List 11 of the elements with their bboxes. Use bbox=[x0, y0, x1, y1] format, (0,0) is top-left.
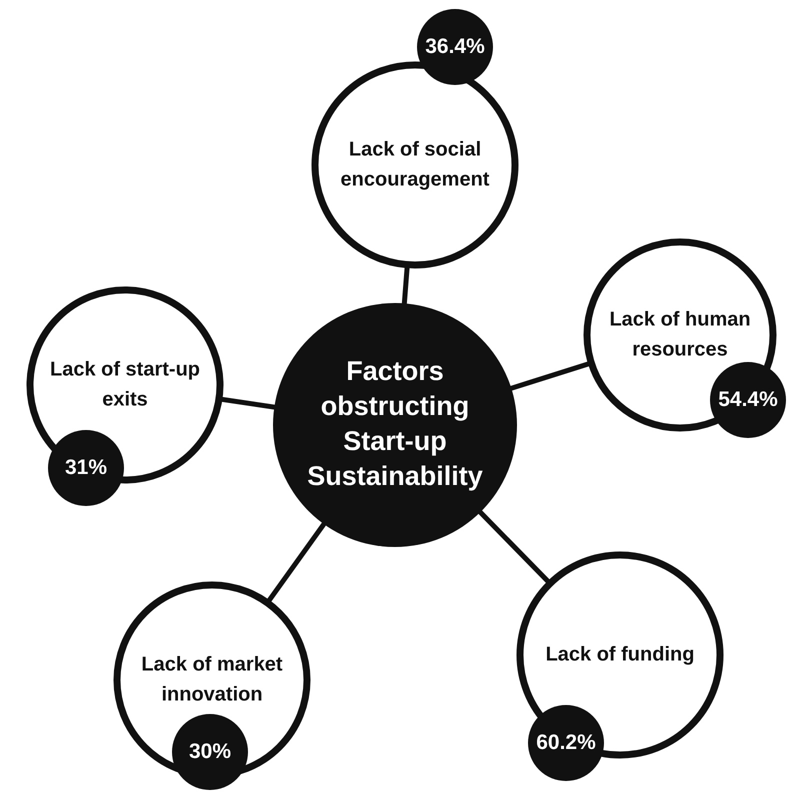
category-label: Lack of human resources bbox=[609, 308, 751, 361]
data-label: 31% bbox=[64, 456, 108, 479]
category-label: Lack of funding bbox=[546, 644, 694, 666]
category-label: Lack of market innovation bbox=[141, 654, 283, 706]
data-label: 30% bbox=[188, 740, 232, 763]
data-label: 60.2% bbox=[536, 730, 596, 754]
category-label: Lack of start-up exits bbox=[50, 358, 200, 411]
data-label: 36.4% bbox=[425, 34, 486, 58]
text: Factors obstructing Start-up Sustainability bbox=[307, 356, 483, 491]
category-label: Lack of social encouragement bbox=[340, 138, 490, 191]
data-label: 54.4% bbox=[718, 388, 778, 411]
